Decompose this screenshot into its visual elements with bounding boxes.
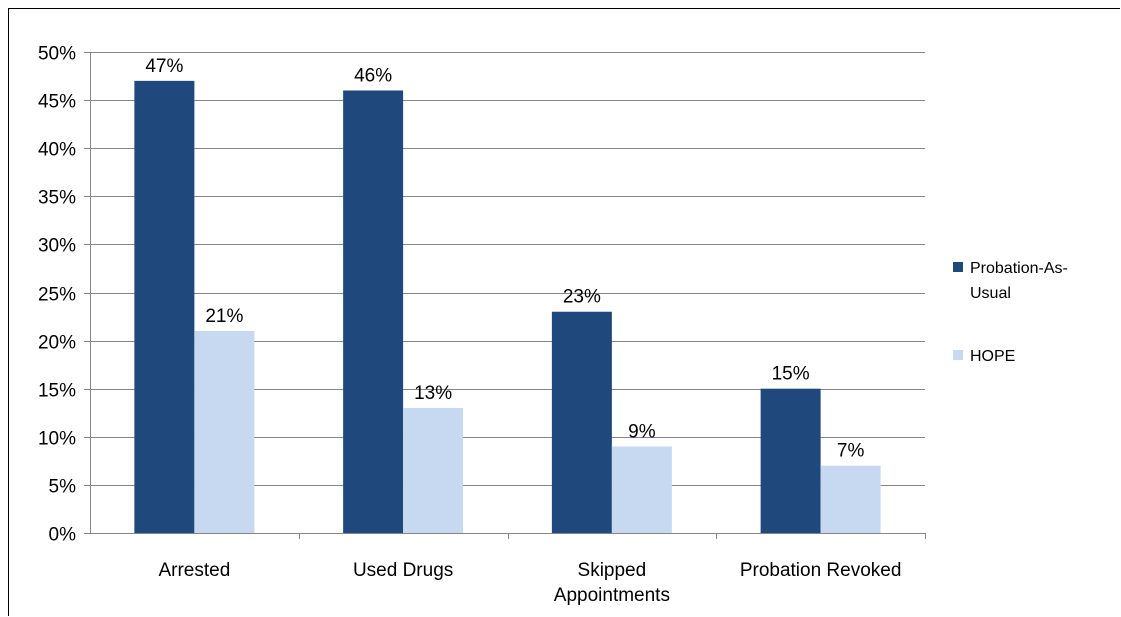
data-label: 13% — [414, 383, 452, 404]
legend: Probation-As- Usual HOPE — [953, 260, 1068, 365]
axes — [84, 52, 926, 539]
data-label: 15% — [772, 364, 810, 385]
y-tick-label: 35% — [38, 188, 76, 209]
bar-probation-as-usual — [134, 80, 195, 534]
data-labels: 47% 21% 46% 13% 23% 9% 15% 7% — [145, 56, 864, 462]
data-label: 47% — [145, 56, 183, 77]
y-tick-label: 40% — [38, 140, 76, 161]
bars — [134, 80, 881, 534]
legend-swatch — [953, 350, 963, 360]
data-label: 23% — [563, 287, 601, 308]
legend-label: Probation-As- — [970, 260, 1068, 277]
y-tick-label: 20% — [38, 333, 76, 354]
bar-hope — [403, 407, 464, 533]
bar-hope — [611, 446, 672, 533]
y-tick-label: 30% — [38, 236, 76, 257]
data-label: 46% — [354, 65, 392, 86]
legend-label: Usual — [970, 285, 1011, 302]
bar-hope — [194, 330, 255, 533]
gridlines — [90, 52, 925, 486]
data-label: 21% — [205, 306, 243, 327]
bar-probation-as-usual — [343, 90, 404, 533]
tick-labels: 0% 5% 10% 15% 20% 25% 30% 35% 40% 45% 50% Arrested U… — [38, 44, 901, 607]
y-tick-label: 15% — [38, 381, 76, 402]
data-label: 7% — [837, 441, 865, 462]
x-category-label: Arrested — [158, 560, 230, 581]
legend-swatch — [953, 262, 963, 272]
bar-probation-as-usual — [760, 388, 821, 533]
y-tick-label: 10% — [38, 429, 76, 450]
bar-probation-as-usual — [551, 311, 612, 533]
y-tick-label: 50% — [38, 44, 76, 65]
x-category-label: Appointments — [554, 585, 670, 606]
legend-label: HOPE — [970, 348, 1015, 365]
data-label: 9% — [628, 421, 656, 442]
y-tick-label: 5% — [49, 477, 77, 498]
x-category-label: Used Drugs — [353, 560, 453, 581]
y-tick-label: 45% — [38, 92, 76, 113]
y-tick-label: 25% — [38, 285, 76, 306]
x-category-label: Probation Revoked — [740, 560, 902, 581]
chart-frame — [8, 8, 1120, 616]
x-category-label: Skipped — [578, 560, 647, 581]
bar-hope — [820, 465, 881, 533]
y-tick-label: 0% — [49, 525, 77, 546]
